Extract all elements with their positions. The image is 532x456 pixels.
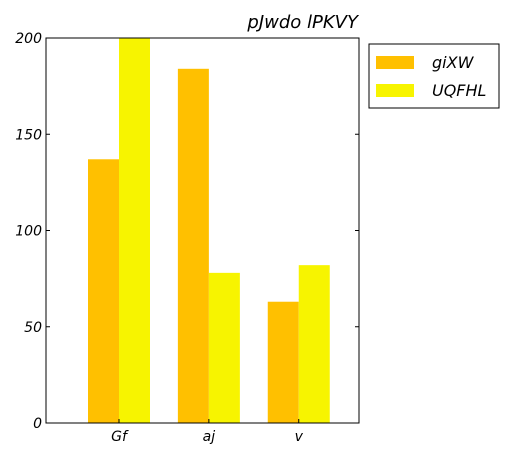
bar-UQFHL-v: [298, 265, 330, 423]
x-tick-label-v: v: [295, 429, 304, 445]
bar-giXW-Gf: [88, 159, 119, 423]
bar-giXW-v: [267, 301, 299, 423]
legend-swatch-UQFHL: [376, 84, 414, 97]
y-tick-label-100: 100: [15, 224, 42, 240]
bar-UQFHL-aj: [208, 272, 240, 423]
legend-label-giXW: giXW: [432, 53, 475, 72]
y-tick-label-200: 200: [15, 31, 42, 47]
bars-group: [88, 38, 330, 424]
y-tick-label-0: 0: [33, 416, 42, 432]
y-axis: 0 50 100 150 200: [15, 31, 359, 432]
legend: giXW UQFHL: [368, 43, 500, 109]
x-tick-label-aj: aj: [203, 429, 216, 445]
plot-frame: [45, 37, 360, 424]
y-tick-label-50: 50: [24, 320, 42, 336]
legend-frame: [368, 43, 500, 109]
x-tick-label-Gf: Gf: [111, 429, 129, 445]
legend-swatch-giXW: [376, 56, 414, 69]
legend-label-UQFHL: UQFHL: [432, 81, 486, 100]
y-tick-label-150: 150: [15, 127, 42, 143]
chart-title: pJwdo lPKVY: [246, 12, 360, 33]
bar-UQFHL-Gf: [119, 38, 150, 423]
bar-giXW-aj: [177, 68, 209, 424]
x-axis: Gf aj v: [111, 419, 304, 445]
